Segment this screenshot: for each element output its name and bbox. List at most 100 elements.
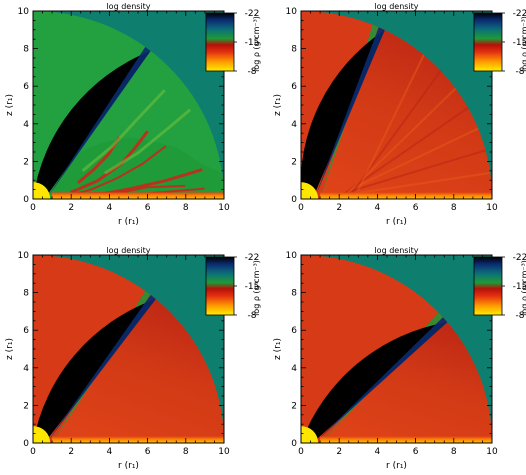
x-tick-label: 10	[486, 447, 498, 457]
colorbar-label: log ρ (g cm⁻³)	[252, 16, 261, 72]
colorbar-tick-label: -22	[513, 9, 526, 19]
x-tick-label: 6	[145, 447, 151, 457]
funnel-edge	[46, 46, 151, 199]
x-tick-label: 2	[68, 203, 74, 213]
colorbar-gradient	[473, 12, 503, 72]
y-tick-label: 0	[23, 195, 29, 205]
wind-region	[52, 137, 224, 199]
panel-title: log density	[374, 246, 418, 255]
y-tick-label: 4	[291, 364, 297, 374]
colorbar-gradient	[473, 256, 503, 316]
density-streak	[104, 108, 192, 175]
y-tick-label: 8	[291, 45, 297, 55]
x-tick-label: 0	[298, 447, 304, 457]
density-streak	[356, 54, 425, 192]
funnel-edge	[314, 27, 385, 199]
dense-wind	[52, 290, 224, 443]
colorbar-label: log ρ (g cm⁻³)	[520, 260, 526, 316]
x-axis-label: r (r₁)	[118, 217, 139, 227]
y-tick-label: 2	[23, 401, 29, 411]
colorbar-gradient	[205, 256, 235, 316]
colorbar-tick-label: -22	[245, 9, 260, 19]
y-tick-label: 8	[23, 45, 29, 55]
x-tick-label: 0	[30, 203, 36, 213]
y-tick-label: 0	[291, 195, 297, 205]
plot-area	[301, 255, 492, 443]
density-streak	[81, 89, 166, 172]
x-tick-label: 10	[486, 203, 498, 213]
colorbar-tick-label: -8	[516, 67, 525, 77]
colorbar-tick-label: -8	[248, 311, 257, 321]
colorbar-tick-label: -15	[513, 282, 526, 292]
colorbar-gradient	[205, 12, 235, 72]
y-tick-label: 6	[23, 82, 29, 92]
x-tick-label: 0	[298, 203, 304, 213]
disk-band	[320, 436, 492, 443]
disk-band	[52, 192, 224, 199]
y-tick-label: 10	[286, 251, 298, 261]
x-tick-label: 2	[68, 447, 74, 457]
x-tick-label: 6	[145, 203, 151, 213]
x-tick-label: 0	[30, 447, 36, 457]
y-tick-label: 8	[291, 289, 297, 299]
density-streak	[334, 127, 479, 198]
colorbar-tick-label: -15	[513, 38, 526, 48]
y-tick-label: 4	[291, 120, 297, 130]
x-tick-label: 10	[218, 203, 230, 213]
panel-3: 0 2 4 6 8 10 0 2 4 6 8 10 log density r (r₁) z (r₁) -22…	[5, 246, 261, 471]
density-streak	[63, 145, 167, 198]
y-tick-label: 0	[291, 439, 297, 449]
y-tick-label: 4	[23, 364, 29, 374]
x-tick-label: 10	[218, 447, 230, 457]
colorbar-tick-label: -15	[245, 38, 260, 48]
star	[33, 182, 51, 199]
x-tick-label: 4	[107, 447, 113, 457]
x-tick-label: 4	[375, 203, 381, 213]
plot-area	[33, 11, 224, 199]
colorbar-tick-label: -15	[245, 282, 260, 292]
x-tick-label: 4	[375, 447, 381, 457]
plot-area	[33, 255, 224, 443]
y-tick-label: 10	[18, 251, 30, 261]
funnel-edge	[314, 317, 448, 443]
x-tick-label: 6	[413, 447, 419, 457]
disk-band	[52, 436, 224, 443]
x-tick-label: 8	[183, 203, 189, 213]
panel-title: log density	[374, 2, 418, 11]
y-axis-label: z (r₁)	[5, 338, 15, 360]
star	[301, 426, 319, 443]
x-tick-label: 2	[336, 203, 342, 213]
panel-4: 0 2 4 6 8 10 0 2 4 6 8 10 log density r (r₁) z (r₁) -22…	[273, 246, 526, 471]
disk-band	[320, 192, 492, 199]
star	[33, 426, 51, 443]
dense-wind	[320, 312, 492, 443]
panel-2: 0 2 4 6 8 10 0 2 4 6 8 10 log density r (r₁) z (r₁) -22…	[273, 2, 526, 227]
y-tick-label: 0	[23, 439, 29, 449]
y-tick-label: 6	[23, 326, 29, 336]
y-tick-label: 8	[23, 289, 29, 299]
colorbar-tick-label: -8	[516, 311, 525, 321]
y-tick-label: 2	[291, 157, 297, 167]
y-tick-label: 6	[291, 82, 297, 92]
plot-area	[301, 11, 492, 199]
star	[301, 182, 319, 199]
x-axis-label: r (r₁)	[386, 217, 407, 227]
colorbar-label: log ρ (g cm⁻³)	[252, 260, 261, 316]
y-tick-label: 10	[18, 7, 30, 17]
x-tick-label: 8	[451, 447, 457, 457]
x-tick-label: 2	[336, 447, 342, 457]
x-tick-label: 8	[183, 447, 189, 457]
y-tick-label: 2	[23, 157, 29, 167]
colorbar-tick-label: -8	[248, 67, 257, 77]
y-tick-label: 10	[286, 7, 298, 17]
y-axis-label: z (r₁)	[273, 338, 283, 360]
x-axis-label: r (r₁)	[386, 461, 407, 471]
panel-1: 0 2 4 6 8 10 0 2 4 6 8 10 log density r (r₁) z (r₁) -22…	[5, 2, 261, 227]
colorbar-tick-label: -22	[245, 253, 260, 263]
y-axis-label: z (r₁)	[5, 94, 15, 116]
x-tick-label: 8	[451, 203, 457, 213]
